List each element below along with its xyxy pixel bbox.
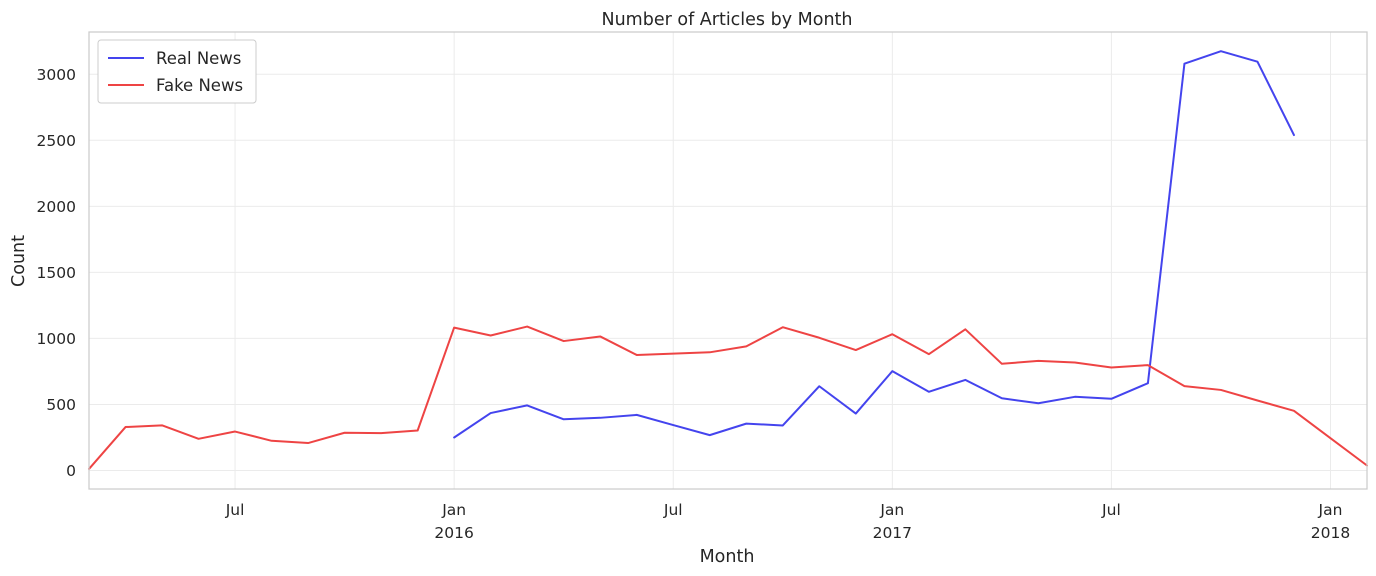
y-tick-label: 500 (46, 396, 76, 414)
y-tick-label: 2000 (37, 198, 76, 216)
legend: Real News Fake News (97, 39, 257, 104)
series-line-fake-news (88, 325, 1368, 470)
legend-label-fake-news: Fake News (156, 76, 243, 95)
grid-lines (89, 32, 1367, 489)
chart-title: Number of Articles by Month (602, 10, 853, 30)
x-tick-label: Jul (1101, 501, 1121, 519)
axis-ticks: 0 500 1000 1500 2000 2500 3000 Jul Jan 2016 Jul Jan… (37, 66, 1351, 542)
legend-label-real-news: Real News (156, 49, 241, 68)
y-tick-label: 1500 (37, 264, 76, 282)
x-axis-label: Month (700, 547, 755, 567)
series-lines (88, 50, 1368, 470)
x-tick-year-label: 2018 (1311, 524, 1350, 542)
x-tick-year-label: 2017 (873, 524, 912, 542)
plot-frame (88, 31, 1368, 490)
legend-box (97, 39, 257, 104)
x-tick-label: Jan (1318, 501, 1343, 519)
y-tick-label: 0 (66, 462, 76, 480)
y-tick-label: 3000 (37, 66, 76, 84)
x-tick-label: Jul (663, 501, 683, 519)
x-tick-label: Jan (441, 501, 466, 519)
x-tick-year-label: 2016 (434, 524, 473, 542)
y-axis-label: Count (9, 235, 29, 287)
x-tick-label: Jan (879, 501, 904, 519)
x-tick-label: Jul (225, 501, 245, 519)
series-line-real-news (453, 50, 1295, 439)
y-tick-label: 2500 (37, 132, 76, 150)
y-tick-label: 1000 (37, 330, 76, 348)
